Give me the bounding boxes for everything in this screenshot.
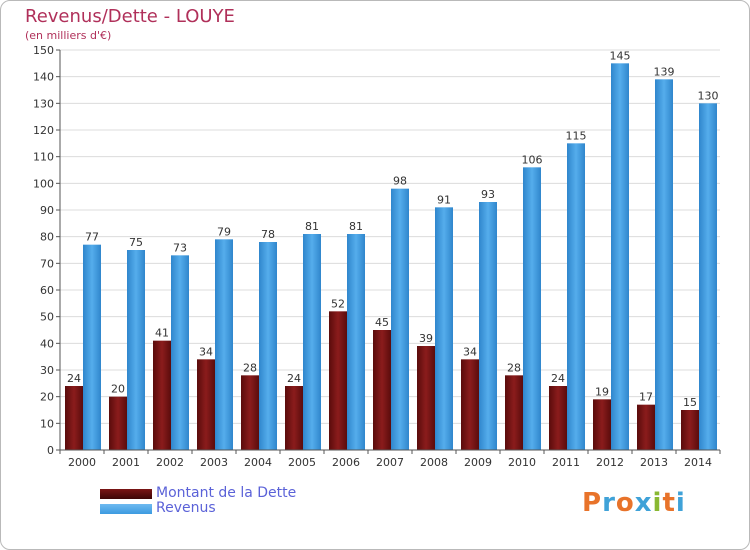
x-tick-label: 2003 <box>200 456 228 469</box>
y-tick-label: 50 <box>40 311 54 324</box>
bar-revenus <box>655 79 673 450</box>
data-label-debt: 45 <box>375 316 389 329</box>
y-tick-label: 80 <box>40 231 54 244</box>
data-label-revenus: 79 <box>217 225 231 238</box>
bar-debt <box>373 330 391 450</box>
y-tick-label: 140 <box>33 71 54 84</box>
bar-revenus <box>435 207 453 450</box>
bar-debt <box>417 346 435 450</box>
x-tick-label: 2001 <box>112 456 140 469</box>
bar-revenus <box>215 239 233 450</box>
bar-revenus <box>171 255 189 450</box>
x-tick-label: 2006 <box>332 456 360 469</box>
bar-revenus <box>523 167 541 451</box>
bar-debt <box>197 359 215 450</box>
bar-debt <box>65 386 83 450</box>
bar-revenus <box>303 234 321 450</box>
x-tick-label: 2010 <box>508 456 536 469</box>
bar-revenus <box>699 103 717 450</box>
data-label-debt: 24 <box>287 372 301 385</box>
data-label-revenus: 93 <box>481 188 495 201</box>
bar-debt <box>241 375 259 450</box>
x-tick-label: 2004 <box>244 456 272 469</box>
data-label-revenus: 78 <box>261 228 275 241</box>
data-label-debt: 52 <box>331 297 345 310</box>
y-tick-label: 120 <box>33 124 54 137</box>
y-tick-label: 30 <box>40 364 54 377</box>
bar-debt <box>285 386 303 450</box>
data-label-debt: 17 <box>639 391 653 404</box>
data-label-revenus: 106 <box>522 153 543 166</box>
bar-debt <box>549 386 567 450</box>
y-tick-label: 10 <box>40 417 54 430</box>
bar-revenus <box>391 188 409 450</box>
bar-debt <box>329 311 347 450</box>
legend-swatch-debt <box>100 489 152 499</box>
legend-swatch-revenus <box>100 504 152 514</box>
x-tick-label: 2011 <box>552 456 580 469</box>
data-label-debt: 15 <box>683 396 697 409</box>
bar-debt <box>153 340 171 450</box>
bar-revenus <box>83 244 101 450</box>
data-label-revenus: 98 <box>393 175 407 188</box>
y-tick-label: 70 <box>40 257 54 270</box>
bar-debt <box>109 396 127 450</box>
y-tick-label: 90 <box>40 204 54 217</box>
bar-debt <box>681 410 699 450</box>
chart-title: Revenus/Dette - LOUYE <box>25 6 235 27</box>
data-label-revenus: 139 <box>654 65 675 78</box>
data-label-revenus: 145 <box>610 49 631 62</box>
x-tick-label: 2009 <box>464 456 492 469</box>
y-tick-label: 20 <box>40 391 54 404</box>
legend-label-debt: Montant de la Dette <box>156 485 297 501</box>
data-label-debt: 19 <box>595 385 609 398</box>
data-label-revenus: 115 <box>566 129 587 142</box>
data-label-revenus: 75 <box>129 236 143 249</box>
bar-debt <box>505 375 523 450</box>
bar-revenus <box>127 250 145 450</box>
data-label-debt: 41 <box>155 327 169 340</box>
y-tick-label: 150 <box>33 44 54 57</box>
y-tick-label: 0 <box>47 444 54 457</box>
bar-debt <box>461 359 479 450</box>
x-tick-label: 2014 <box>684 456 712 469</box>
x-tick-label: 2013 <box>640 456 668 469</box>
x-tick-label: 2007 <box>376 456 404 469</box>
data-label-revenus: 77 <box>85 231 99 244</box>
data-label-debt: 28 <box>243 361 257 374</box>
x-tick-label: 2000 <box>68 456 96 469</box>
x-tick-label: 2002 <box>156 456 184 469</box>
data-label-revenus: 81 <box>305 220 319 233</box>
bar-debt <box>593 399 611 450</box>
data-label-debt: 34 <box>463 345 477 358</box>
data-label-debt: 39 <box>419 332 433 345</box>
x-tick-label: 2008 <box>420 456 448 469</box>
data-label-revenus: 73 <box>173 241 187 254</box>
y-tick-label: 130 <box>33 97 54 110</box>
bar-revenus <box>259 242 277 450</box>
bar-revenus <box>479 202 497 450</box>
y-tick-label: 40 <box>40 337 54 350</box>
chart-subtitle: (en milliers d'€) <box>25 29 112 42</box>
data-label-revenus: 130 <box>698 89 719 102</box>
proxiti-logo: Proxiti <box>582 488 686 518</box>
data-label-debt: 34 <box>199 345 213 358</box>
data-label-debt: 24 <box>551 372 565 385</box>
x-tick-label: 2012 <box>596 456 624 469</box>
bar-revenus <box>611 63 629 450</box>
y-tick-label: 100 <box>33 177 54 190</box>
data-label-debt: 20 <box>111 383 125 396</box>
bar-revenus <box>347 234 365 450</box>
data-label-debt: 24 <box>67 372 81 385</box>
legend-label-revenus: Revenus <box>156 500 216 516</box>
x-tick-label: 2005 <box>288 456 316 469</box>
y-tick-label: 60 <box>40 284 54 297</box>
bar-revenus <box>567 143 585 451</box>
data-label-debt: 28 <box>507 361 521 374</box>
bar-debt <box>637 404 655 450</box>
data-label-revenus: 81 <box>349 220 363 233</box>
y-tick-label: 110 <box>33 151 54 164</box>
data-label-revenus: 91 <box>437 193 451 206</box>
